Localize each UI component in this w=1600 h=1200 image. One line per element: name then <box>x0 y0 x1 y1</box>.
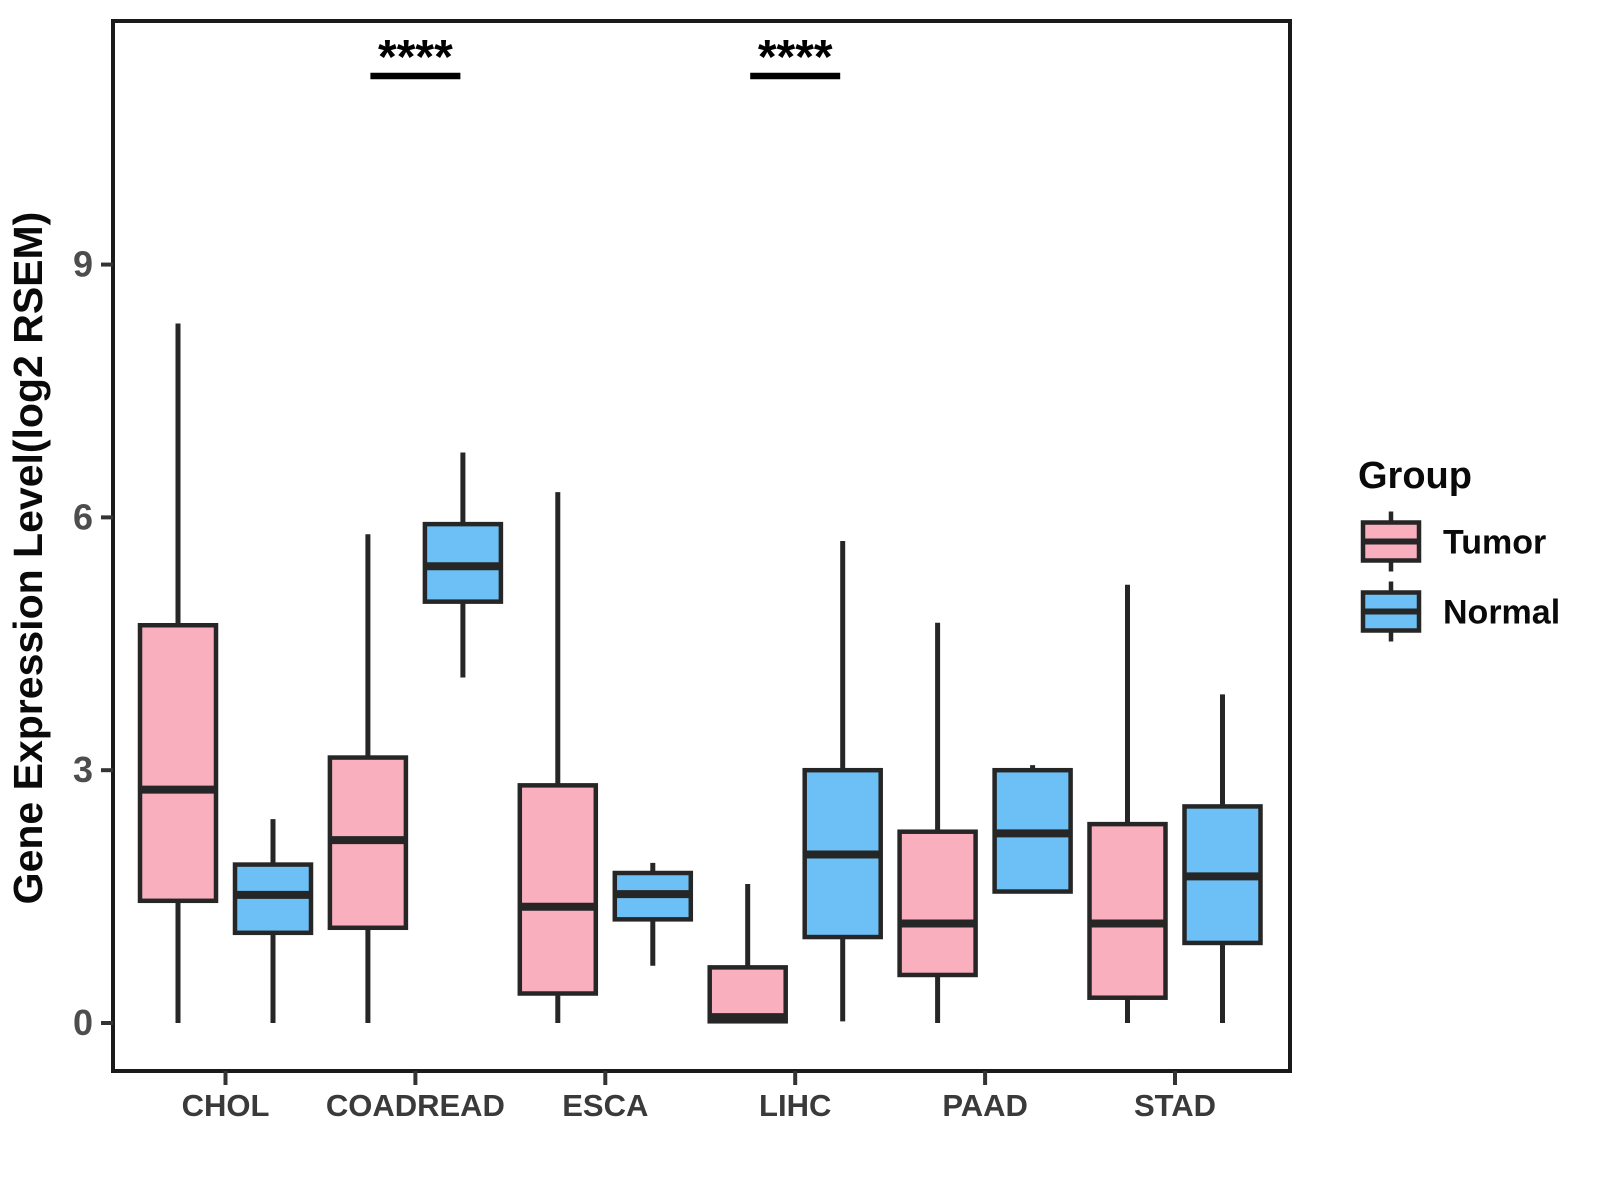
significance-stars-coadread: **** <box>378 31 453 84</box>
legend-label-tumor: Tumor <box>1443 524 1546 562</box>
y-axis-tick-label: 6 <box>73 496 93 537</box>
x-axis-tick-label-chol: CHOL <box>182 1088 270 1123</box>
x-axis-tick-label-coadread: COADREAD <box>326 1088 505 1123</box>
legend-title: Group <box>1358 455 1472 497</box>
x-axis-tick-label-stad: STAD <box>1134 1088 1216 1123</box>
box-tumor-paad <box>897 829 978 978</box>
y-axis-tick-label: 0 <box>73 1002 93 1043</box>
x-axis-tick-label-esca: ESCA <box>562 1088 648 1123</box>
legend-label-normal: Normal <box>1443 594 1560 632</box>
x-axis-tick-label-paad: PAAD <box>942 1088 1028 1123</box>
y-axis-tick-label: 9 <box>73 244 93 285</box>
box-tumor-esca <box>517 783 599 996</box>
box-tumor-chol <box>137 622 219 904</box>
y-axis-title: Gene Expression Level(log2 RSEM) <box>5 212 51 905</box>
box-tumor-lihc <box>707 965 788 1024</box>
y-axis-tick-label: 3 <box>73 749 93 790</box>
x-axis-tick-label-lihc: LIHC <box>759 1088 831 1123</box>
significance-stars-lihc: **** <box>758 31 833 84</box>
box-tumor-stad <box>1087 821 1168 1000</box>
